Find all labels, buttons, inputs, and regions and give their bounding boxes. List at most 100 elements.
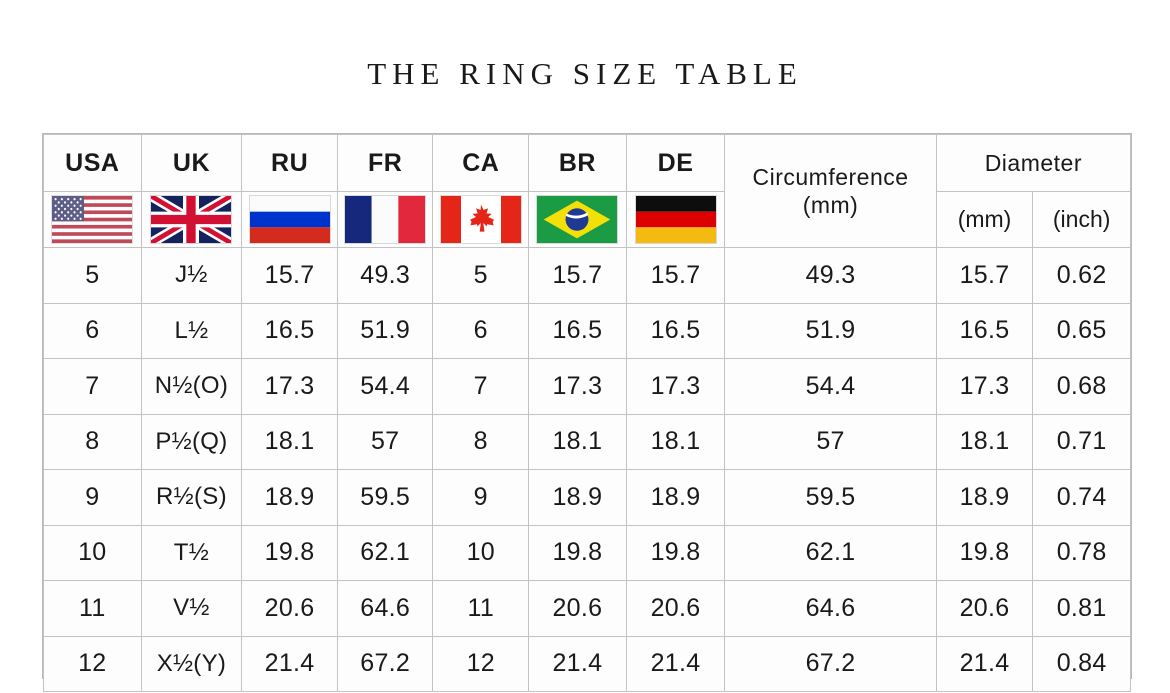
- cell-ru: 20.6: [241, 580, 338, 637]
- cell-usa: 7: [43, 358, 142, 415]
- cell-ru: 19.8: [241, 524, 338, 581]
- cell-br: 16.5: [528, 302, 627, 359]
- column-header-diameter-inch: (inch): [1032, 191, 1131, 248]
- table-row: 5 J½ 15.7 49.3 5 15.7 15.7 49.3 15.7 0.6…: [43, 247, 1131, 304]
- flag-germany-icon: [627, 192, 725, 247]
- cell-de: 18.1: [625, 413, 726, 470]
- flag-cell-ru: [241, 191, 338, 248]
- column-header-diameter: Diameter: [935, 134, 1132, 192]
- cell-circumference: 67.2: [724, 635, 937, 692]
- cell-usa: 10: [43, 524, 142, 581]
- flag-france-icon: [338, 192, 433, 247]
- cell-de: 18.9: [625, 469, 726, 526]
- cell-ru: 17.3: [241, 358, 338, 415]
- cell-ca: 12: [432, 635, 530, 692]
- table-header: USA UK RU FR CA BR DE Circumference (mm)…: [43, 134, 1132, 248]
- table-row: 11 V½ 20.6 64.6 11 20.6 20.6 64.6 20.6 0…: [43, 580, 1131, 637]
- cell-de: 15.7: [625, 247, 726, 304]
- circumference-label-line2: (mm): [802, 192, 859, 218]
- cell-diameter-mm: 20.6: [935, 580, 1034, 637]
- column-header-ru: RU: [241, 134, 338, 192]
- cell-ca: 6: [432, 302, 530, 359]
- cell-ru: 15.7: [241, 247, 338, 304]
- flag-usa-icon: [44, 192, 141, 247]
- cell-de: 20.6: [625, 580, 726, 637]
- flag-cell-fr: [336, 191, 434, 248]
- column-header-br: BR: [528, 134, 627, 192]
- cell-ru: 16.5: [241, 302, 338, 359]
- cell-usa: 6: [43, 302, 142, 359]
- cell-uk: L½: [140, 302, 243, 359]
- table-row: 8 P½(Q) 18.1 57 8 18.1 18.1 57 18.1 0.71: [43, 413, 1131, 470]
- flag-cell-br: [528, 191, 627, 248]
- cell-circumference: 49.3: [724, 247, 937, 304]
- table-row: 9 R½(S) 18.9 59.5 9 18.9 18.9 59.5 18.9 …: [43, 469, 1131, 526]
- cell-circumference: 54.4: [724, 358, 937, 415]
- cell-ca: 10: [432, 524, 530, 581]
- cell-ca: 8: [432, 413, 530, 470]
- cell-circumference: 51.9: [724, 302, 937, 359]
- header-row-flags: (mm) (inch): [43, 191, 1131, 248]
- cell-br: 20.6: [528, 580, 627, 637]
- cell-fr: 49.3: [336, 247, 434, 304]
- cell-br: 17.3: [528, 358, 627, 415]
- cell-br: 19.8: [528, 524, 627, 581]
- header-row-labels: USA UK RU FR CA BR DE Circumference (mm)…: [43, 134, 1132, 248]
- cell-uk: J½: [140, 247, 243, 304]
- cell-circumference: 62.1: [724, 524, 937, 581]
- cell-de: 19.8: [625, 524, 726, 581]
- cell-diameter-mm: 21.4: [935, 635, 1034, 692]
- cell-ca: 5: [432, 247, 530, 304]
- table-row: 12 X½(Y) 21.4 67.2 12 21.4 21.4 67.2 21.…: [43, 635, 1131, 692]
- cell-diameter-inch: 0.65: [1032, 302, 1131, 359]
- cell-circumference: 59.5: [724, 469, 937, 526]
- cell-uk: X½(Y): [140, 635, 243, 692]
- column-header-ca: CA: [432, 134, 530, 192]
- cell-uk: N½(O): [140, 358, 243, 415]
- flag-cell-uk: [140, 191, 243, 248]
- cell-usa: 11: [43, 580, 142, 637]
- flag-uk-icon: [142, 192, 242, 247]
- cell-diameter-mm: 15.7: [935, 247, 1034, 304]
- flag-cell-ca: [432, 191, 530, 248]
- column-header-circumference: Circumference (mm): [724, 134, 937, 248]
- table-row: 7 N½(O) 17.3 54.4 7 17.3 17.3 54.4 17.3 …: [43, 358, 1131, 415]
- cell-uk: V½: [140, 580, 243, 637]
- cell-diameter-inch: 0.81: [1032, 580, 1131, 637]
- cell-diameter-inch: 0.71: [1032, 413, 1131, 470]
- flag-cell-de: [625, 191, 726, 248]
- cell-diameter-mm: 18.9: [935, 469, 1034, 526]
- cell-br: 18.9: [528, 469, 627, 526]
- cell-uk: P½(Q): [140, 413, 243, 470]
- flag-canada-icon: [433, 192, 528, 247]
- cell-diameter-inch: 0.62: [1032, 247, 1131, 304]
- cell-fr: 67.2: [336, 635, 434, 692]
- cell-de: 21.4: [625, 635, 726, 692]
- flag-cell-usa: [43, 191, 142, 248]
- cell-diameter-inch: 0.84: [1032, 635, 1131, 692]
- cell-usa: 5: [43, 247, 142, 304]
- column-header-fr: FR: [336, 134, 434, 192]
- cell-ca: 7: [432, 358, 530, 415]
- cell-diameter-inch: 0.78: [1032, 524, 1131, 581]
- cell-de: 16.5: [625, 302, 726, 359]
- cell-circumference: 64.6: [724, 580, 937, 637]
- cell-br: 15.7: [528, 247, 627, 304]
- flag-russia-icon: [242, 192, 337, 247]
- cell-diameter-mm: 17.3: [935, 358, 1034, 415]
- cell-diameter-mm: 19.8: [935, 524, 1034, 581]
- cell-br: 18.1: [528, 413, 627, 470]
- cell-uk: T½: [140, 524, 243, 581]
- column-header-diameter-mm: (mm): [935, 191, 1034, 248]
- cell-circumference: 57: [724, 413, 937, 470]
- cell-usa: 8: [43, 413, 142, 470]
- cell-diameter-mm: 16.5: [935, 302, 1034, 359]
- ring-size-table: USA UK RU FR CA BR DE Circumference (mm)…: [43, 134, 1132, 692]
- cell-ru: 18.1: [241, 413, 338, 470]
- cell-br: 21.4: [528, 635, 627, 692]
- circumference-label-line1: Circumference: [752, 163, 909, 190]
- flag-brazil-icon: [529, 192, 626, 247]
- column-header-de: DE: [625, 134, 726, 192]
- cell-fr: 51.9: [336, 302, 434, 359]
